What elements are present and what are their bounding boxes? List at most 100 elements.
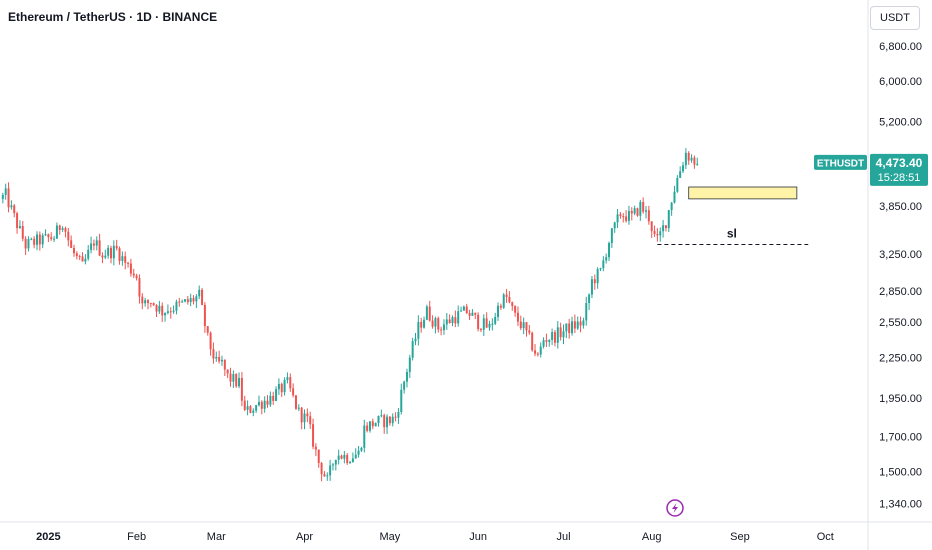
symbol-badge	[814, 154, 867, 170]
candle-body	[596, 269, 599, 284]
candle-body	[502, 294, 505, 308]
candle-body	[127, 262, 130, 264]
candle-body	[155, 305, 158, 312]
candle-body	[388, 416, 391, 424]
candle-body	[312, 424, 315, 447]
candle-body	[235, 374, 238, 387]
candle-body	[121, 256, 124, 261]
candle-body	[548, 339, 551, 342]
lightning-icon-bolt	[672, 503, 678, 513]
candle-body	[101, 255, 104, 258]
candle-body	[690, 157, 693, 161]
candle-body	[610, 228, 613, 244]
candle-body	[309, 416, 312, 425]
candle-body	[471, 312, 474, 316]
candle-body	[377, 416, 380, 423]
candle-body	[124, 256, 127, 263]
candle-body	[198, 289, 201, 297]
candle-body	[16, 213, 19, 229]
y-tick-label: 2,250.00	[879, 352, 922, 364]
candle-body	[491, 323, 494, 325]
last-price-badge[interactable]	[870, 153, 928, 186]
candle-body	[209, 332, 212, 350]
candle-body	[343, 454, 346, 459]
candle-body	[35, 234, 38, 245]
y-tick-label: 6,800.00	[879, 41, 922, 53]
candle-body	[383, 415, 386, 428]
candle-body	[183, 299, 186, 302]
candle-body	[599, 268, 602, 270]
candle-body	[437, 318, 440, 330]
candle-body	[556, 327, 559, 343]
candle-body	[519, 321, 522, 329]
candle-body	[403, 381, 406, 390]
candle-body	[61, 228, 64, 230]
candle-body	[169, 311, 172, 313]
candle-body	[72, 247, 75, 254]
candle-body	[317, 449, 320, 464]
lightning-icon[interactable]	[666, 499, 684, 517]
y-tick-label: 6,000.00	[879, 76, 922, 88]
candle-body	[129, 263, 132, 274]
candle-body	[232, 374, 235, 382]
candle-body	[1, 194, 4, 199]
x-tick-label: Apr	[296, 531, 313, 543]
candle-body	[104, 255, 107, 258]
candle-body	[138, 278, 141, 297]
candle-body	[602, 260, 605, 269]
candle-body	[440, 329, 443, 331]
candle-body	[294, 395, 297, 409]
candle-body	[434, 318, 437, 327]
candle-body	[44, 234, 47, 236]
candle-body	[508, 296, 511, 303]
candle-body	[81, 256, 84, 262]
x-tick-label: Jun	[469, 531, 487, 543]
candle-body	[531, 332, 534, 351]
candle-body	[539, 346, 542, 355]
candle-body	[479, 328, 482, 330]
candle-body	[582, 320, 585, 326]
candle-body	[229, 373, 232, 382]
candle-body	[275, 389, 278, 401]
candle-body	[536, 353, 539, 355]
target-zone[interactable]	[688, 186, 798, 200]
candle-body	[98, 240, 101, 256]
candle-body	[260, 401, 263, 409]
candle-body	[662, 225, 665, 232]
candle-body	[10, 205, 13, 208]
candle-body	[534, 350, 537, 354]
candle-body	[166, 311, 169, 313]
x-tick-label: Mar	[207, 531, 226, 543]
candle-body	[303, 413, 306, 423]
candle-body	[380, 415, 383, 417]
candle-body	[95, 240, 98, 246]
candle-body	[366, 425, 369, 431]
candle-body	[38, 234, 41, 245]
candle-body	[494, 317, 497, 324]
candle-body	[576, 321, 579, 329]
candle-body	[354, 454, 357, 459]
candle-body	[431, 320, 434, 327]
currency-button[interactable]: USDT	[870, 6, 920, 30]
candle-body	[679, 171, 682, 178]
candle-body	[58, 225, 61, 230]
candle-body	[289, 377, 292, 389]
x-tick-label: Aug	[642, 531, 662, 543]
last-price-label: 4,473.40	[876, 156, 923, 170]
candle-body	[206, 326, 209, 333]
candle-body	[693, 157, 696, 165]
candle-body	[571, 321, 574, 334]
candle-body	[639, 202, 642, 216]
candle-body	[590, 279, 593, 295]
candle-body	[158, 305, 161, 312]
candle-body	[41, 235, 44, 245]
candle-body	[84, 258, 87, 262]
candle-body	[112, 245, 115, 259]
candle-body	[4, 188, 7, 195]
stop-loss-label: sl	[727, 226, 737, 240]
y-tick-label: 3,250.00	[879, 249, 922, 261]
candle-body	[215, 356, 218, 359]
candle-body	[280, 383, 283, 393]
